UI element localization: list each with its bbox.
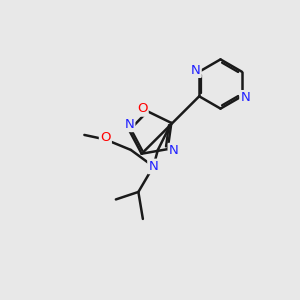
Text: N: N	[169, 144, 178, 157]
Text: N: N	[148, 160, 158, 173]
Text: O: O	[100, 130, 111, 143]
Text: N: N	[191, 64, 200, 77]
Text: N: N	[124, 118, 134, 131]
Text: N: N	[241, 91, 250, 104]
Text: O: O	[137, 102, 147, 116]
